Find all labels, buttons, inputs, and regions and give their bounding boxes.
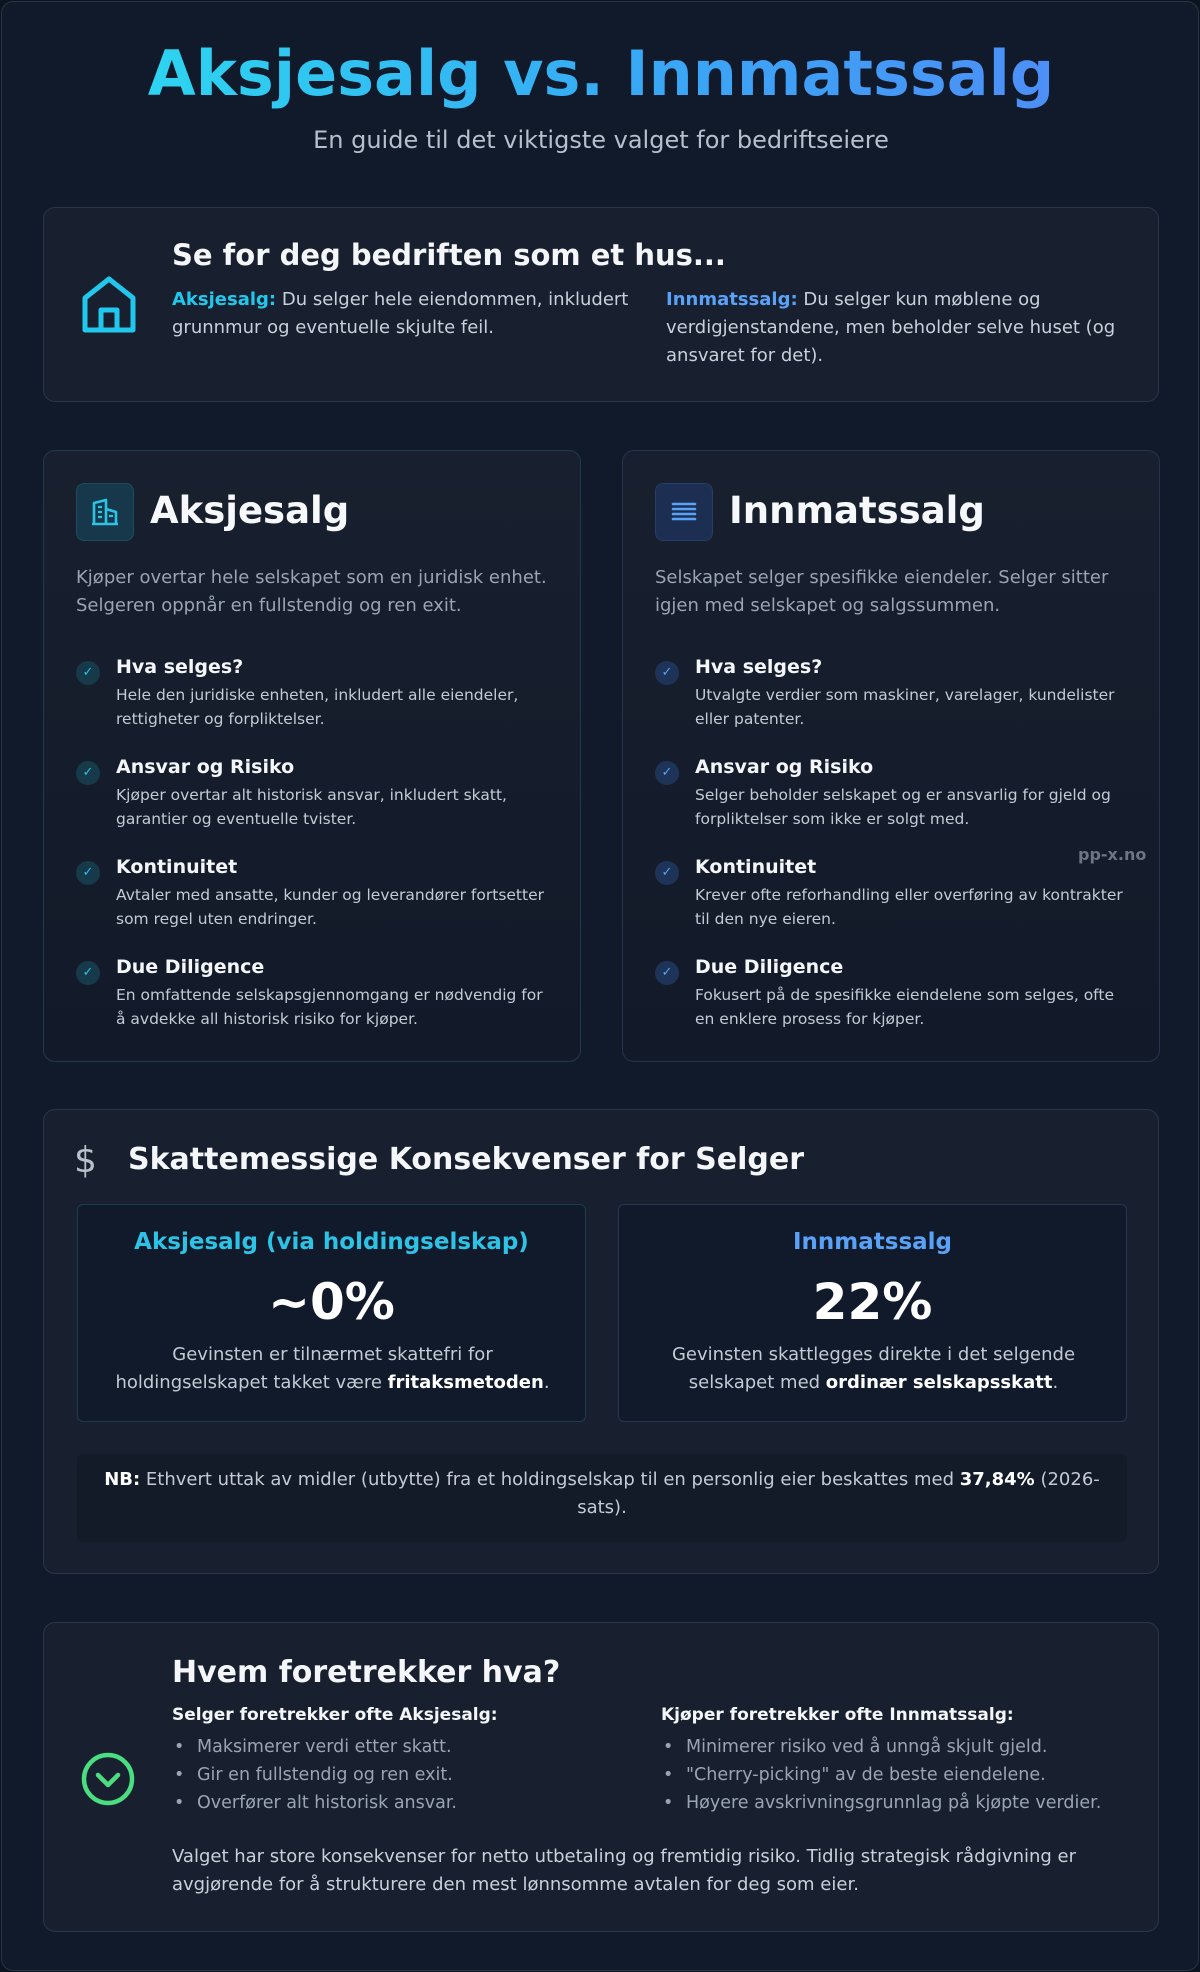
page-title: Aksjesalg vs. Innmatssalg — [147, 37, 1055, 110]
asset-tax-title: Innmatssalg — [792, 1229, 953, 1255]
check-icon: ✓ — [655, 861, 679, 885]
share-tax-text: Gevinsten er tilnærmet skattefri for hol… — [115, 1344, 550, 1393]
check-icon: ✓ — [655, 661, 679, 685]
check-icon: ✓ — [76, 761, 100, 785]
item-text: Fokusert på de spesifikke eiendelene som… — [695, 986, 1114, 1028]
asset-sale-badge — [655, 483, 713, 541]
preferences-title: Hvem foretrekker hva? — [172, 1655, 561, 1690]
dividend-tax-note: NB: Ethvert uttak av midler (utbytte) fr… — [77, 1454, 1127, 1542]
check-icon: ✓ — [655, 761, 679, 785]
page-subtitle: En guide til det viktigste valget for be… — [313, 126, 889, 154]
dollar-icon: $ — [74, 1140, 97, 1181]
asset-sale-tax-box: Innmatssalg 22% Gevinsten skattlegges di… — [618, 1204, 1127, 1422]
asset-sale-description: Selskapet selger spesifikke eiendeler. S… — [655, 567, 1109, 616]
intro-asset-sale-text: Innmatssalg: Du selger kun møblene og ve… — [666, 289, 1116, 366]
house-icon — [82, 276, 136, 333]
seller-preferences: Selger foretrekker ofte Aksjesalg: Maksi… — [172, 1705, 652, 1817]
preferences-summary: Valget har store konsekvenser for netto … — [172, 1846, 1077, 1895]
share-sale-card: Aksjesalg Kjøper overtar hele selskapet … — [43, 450, 581, 1062]
chevron-down-circle-icon — [81, 1752, 135, 1806]
item-text: Hele den juridiske enheten, inkludert al… — [116, 686, 519, 728]
list-icon — [671, 502, 697, 521]
list-item: "Cherry-picking" av de beste eiendelene. — [661, 1761, 1141, 1789]
share-sale-description: Kjøper overtar hele selskapet som en jur… — [76, 567, 547, 616]
tax-section: $ Skattemessige Konsekvenser for Selger … — [43, 1109, 1159, 1574]
item-text: Kjøper overtar alt historisk ansvar, ink… — [116, 786, 507, 828]
item-title: Kontinuitet — [695, 856, 817, 878]
share-sale-title: Aksjesalg — [150, 489, 350, 532]
item-title: Due Diligence — [695, 956, 844, 978]
item-text: En omfattende selskapsgjennomgang er nød… — [116, 986, 543, 1028]
share-sale-badge — [76, 483, 134, 541]
watermark: pp-x.no — [1078, 845, 1147, 864]
preferences-section: Hvem foretrekker hva? Selger foretrekker… — [43, 1622, 1159, 1932]
asset-sale-title: Innmatssalg — [729, 489, 985, 532]
share-tax-rate: ~0% — [268, 1273, 395, 1331]
list-item: Minimerer risiko ved å unngå skjult gjel… — [661, 1733, 1141, 1761]
asset-sale-card: Innmatssalg Selskapet selger spesifikke … — [622, 450, 1160, 1062]
item-title: Hva selges? — [695, 656, 823, 678]
check-icon: ✓ — [655, 961, 679, 985]
share-tax-title: Aksjesalg (via holdingselskap) — [134, 1229, 529, 1255]
tax-title: Skattemessige Konsekvenser for Selger — [128, 1142, 804, 1177]
item-text: Utvalgte verdier som maskiner, varelager… — [695, 686, 1115, 728]
house-metaphor-card: Se for deg bedriften som et hus... Aksje… — [43, 207, 1159, 402]
list-item: Overfører alt historisk ansvar. — [172, 1789, 652, 1817]
list-item: Høyere avskrivningsgrunnlag på kjøpte ve… — [661, 1789, 1141, 1817]
item-title: Ansvar og Risiko — [116, 756, 295, 778]
building-icon — [92, 498, 118, 526]
buyer-heading: Kjøper foretrekker ofte Innmatssalg: — [661, 1705, 1014, 1725]
share-sale-tax-box: Aksjesalg (via holdingselskap) ~0% Gevin… — [77, 1204, 586, 1422]
list-item: Gir en fullstendig og ren exit. — [172, 1761, 652, 1789]
check-icon: ✓ — [76, 661, 100, 685]
asset-tax-text: Gevinsten skattlegges direkte i det selg… — [671, 1344, 1076, 1393]
list-item: Maksimerer verdi etter skatt. — [172, 1733, 652, 1761]
item-text: Krever ofte reforhandling eller overføri… — [695, 886, 1123, 928]
intro-title: Se for deg bedriften som et hus... — [172, 238, 726, 272]
item-title: Hva selges? — [116, 656, 244, 678]
check-icon: ✓ — [76, 861, 100, 885]
check-icon: ✓ — [76, 961, 100, 985]
item-text: Selger beholder selskapet og er ansvarli… — [695, 786, 1111, 828]
item-title: Kontinuitet — [116, 856, 238, 878]
intro-share-sale-text: Aksjesalg: Du selger hele eiendommen, in… — [172, 289, 629, 338]
seller-heading: Selger foretrekker ofte Aksjesalg: — [172, 1705, 498, 1725]
buyer-preferences: Kjøper foretrekker ofte Innmatssalg: Min… — [661, 1705, 1141, 1817]
item-text: Avtaler med ansatte, kunder og leverandø… — [116, 886, 544, 928]
item-title: Due Diligence — [116, 956, 265, 978]
item-title: Ansvar og Risiko — [695, 756, 874, 778]
asset-tax-rate: 22% — [812, 1273, 933, 1331]
